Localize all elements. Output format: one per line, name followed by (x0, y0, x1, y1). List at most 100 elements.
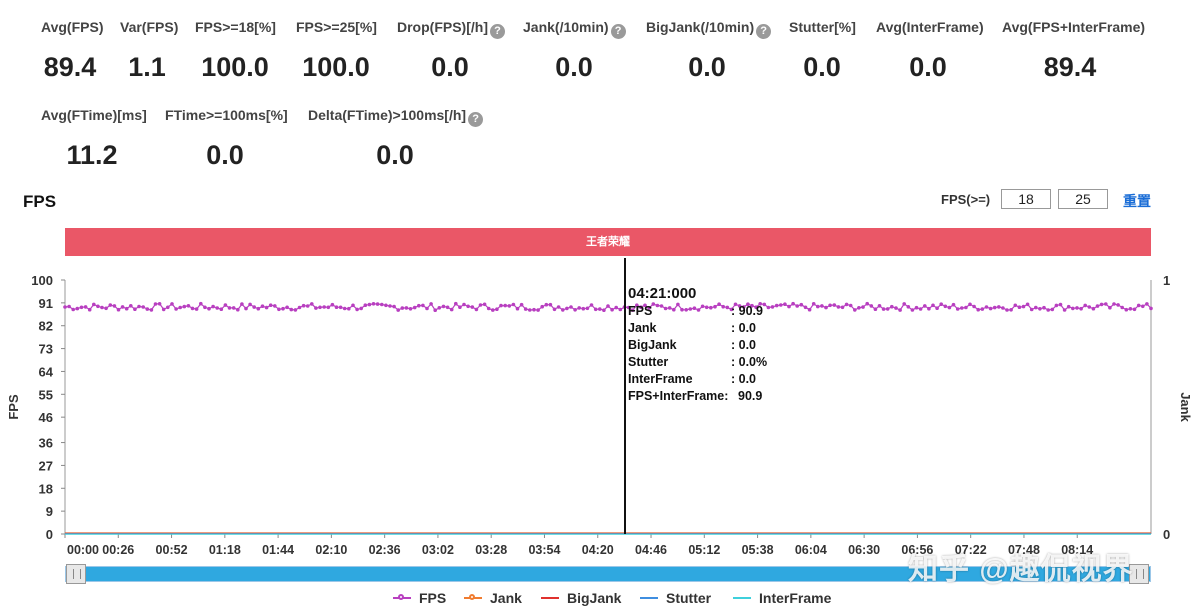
fps-point (787, 304, 791, 309)
fps-point (766, 305, 771, 310)
fps-point (742, 305, 746, 309)
fps-point (655, 303, 660, 308)
legend-item-interframe[interactable]: InterFrame (733, 590, 831, 606)
cursor-row-key: FPS (628, 304, 652, 318)
fps-point (861, 305, 865, 309)
x-tick-label: 04:46 (635, 543, 667, 557)
fps-point (116, 307, 121, 312)
fps-point (1062, 308, 1067, 312)
legend-item-bigjank[interactable]: BigJank (541, 590, 621, 606)
fps-point (955, 307, 960, 311)
fps-point (248, 302, 252, 307)
fps-point (709, 305, 713, 310)
fps-point (244, 306, 248, 311)
fps-threshold-high-input[interactable] (1058, 189, 1108, 209)
fps-point (684, 308, 688, 312)
stat-label-var-fps: Var(FPS) (120, 19, 179, 35)
fps-point (219, 307, 224, 311)
y-tick-label: 82 (39, 319, 53, 334)
scroll-handle-left[interactable] (66, 564, 86, 584)
y-tick-label: 0 (46, 527, 53, 542)
fps-point (211, 304, 215, 309)
legend-item-jank[interactable]: Jank (464, 590, 522, 606)
fps-point (589, 303, 594, 307)
stat-value-bigjank: 0.0 (688, 52, 726, 82)
fps-point (380, 302, 384, 307)
fps-point (388, 304, 392, 308)
fps-point (515, 306, 520, 311)
fps-point (458, 305, 462, 309)
x-tick-label: 05:12 (688, 543, 720, 557)
fps-point (914, 305, 919, 310)
fps-point (470, 305, 475, 309)
legend-label: Jank (490, 590, 522, 606)
fps-point (931, 303, 935, 308)
fps-point (980, 307, 985, 311)
fps-point (840, 305, 845, 310)
fps-point (511, 302, 516, 307)
fps-point (104, 306, 108, 311)
fps-point (1104, 302, 1108, 306)
x-tick-label: 04:20 (582, 543, 614, 557)
fps-point (939, 302, 943, 306)
fps-point (1120, 305, 1124, 310)
fps-threshold-low-input[interactable] (1001, 189, 1051, 209)
y-tick-label: 55 (39, 387, 53, 402)
fps-point (182, 304, 187, 309)
cursor-row-key: FPS+InterFrame: (628, 389, 728, 403)
fps-point (326, 305, 331, 310)
help-icon[interactable]: ? (489, 24, 505, 39)
fps-point (285, 305, 289, 310)
fps-point (1017, 305, 1022, 309)
fps-point (663, 306, 668, 311)
y-tick-label: 73 (39, 342, 53, 357)
fps-point (548, 302, 553, 307)
help-icon[interactable]: ? (756, 24, 772, 39)
legend-item-fps[interactable]: FPS (393, 590, 446, 606)
y-tick-label: 36 (39, 436, 53, 451)
fps-point (750, 303, 754, 308)
reset-button[interactable]: 重置 (1123, 193, 1151, 209)
fps-point (836, 305, 841, 309)
stat-label-delta-ftime: Delta(FTime)>100ms[/h]? (308, 107, 484, 127)
fps-point (124, 306, 129, 311)
stat-label-avg-ftime: Avg(FTime)[ms] (41, 107, 147, 123)
app-banner: 王者荣耀 (65, 228, 1151, 256)
fps-point (178, 305, 182, 310)
fps-point (322, 305, 327, 309)
time-range-scrollbar[interactable] (65, 566, 1151, 582)
fps-point (1009, 308, 1013, 312)
fps-point (1042, 305, 1046, 310)
legend-label: FPS (419, 590, 447, 606)
fps-point (400, 306, 405, 310)
help-icon[interactable]: ? (610, 24, 626, 39)
fps-point (972, 304, 976, 309)
fps-point (1025, 302, 1030, 307)
y-tick-label: 100 (31, 273, 53, 288)
fps-point (1058, 302, 1063, 307)
fps-point (816, 304, 820, 309)
fps-point (951, 302, 956, 307)
legend-swatch (541, 597, 559, 599)
fps-point (853, 308, 857, 312)
fps-point (902, 302, 906, 306)
legend-item-stutter[interactable]: Stutter (640, 590, 711, 606)
fps-point (758, 302, 762, 306)
fps-point (635, 303, 639, 307)
fps-point (67, 304, 71, 309)
x-tick-label: 01:44 (262, 543, 294, 557)
fps-point (561, 308, 565, 312)
chart-title: FPS (23, 192, 57, 211)
fps-point (626, 305, 631, 310)
x-tick-label: 05:38 (742, 543, 774, 557)
fps-point (161, 307, 166, 312)
help-icon[interactable]: ? (468, 112, 484, 127)
fps-point (1145, 302, 1149, 306)
fps-point (83, 305, 88, 309)
fps-point (170, 302, 174, 306)
fps-point (721, 304, 725, 309)
fps-point (820, 304, 824, 308)
scroll-handle-right[interactable] (1129, 564, 1149, 584)
fps-point (268, 303, 273, 307)
